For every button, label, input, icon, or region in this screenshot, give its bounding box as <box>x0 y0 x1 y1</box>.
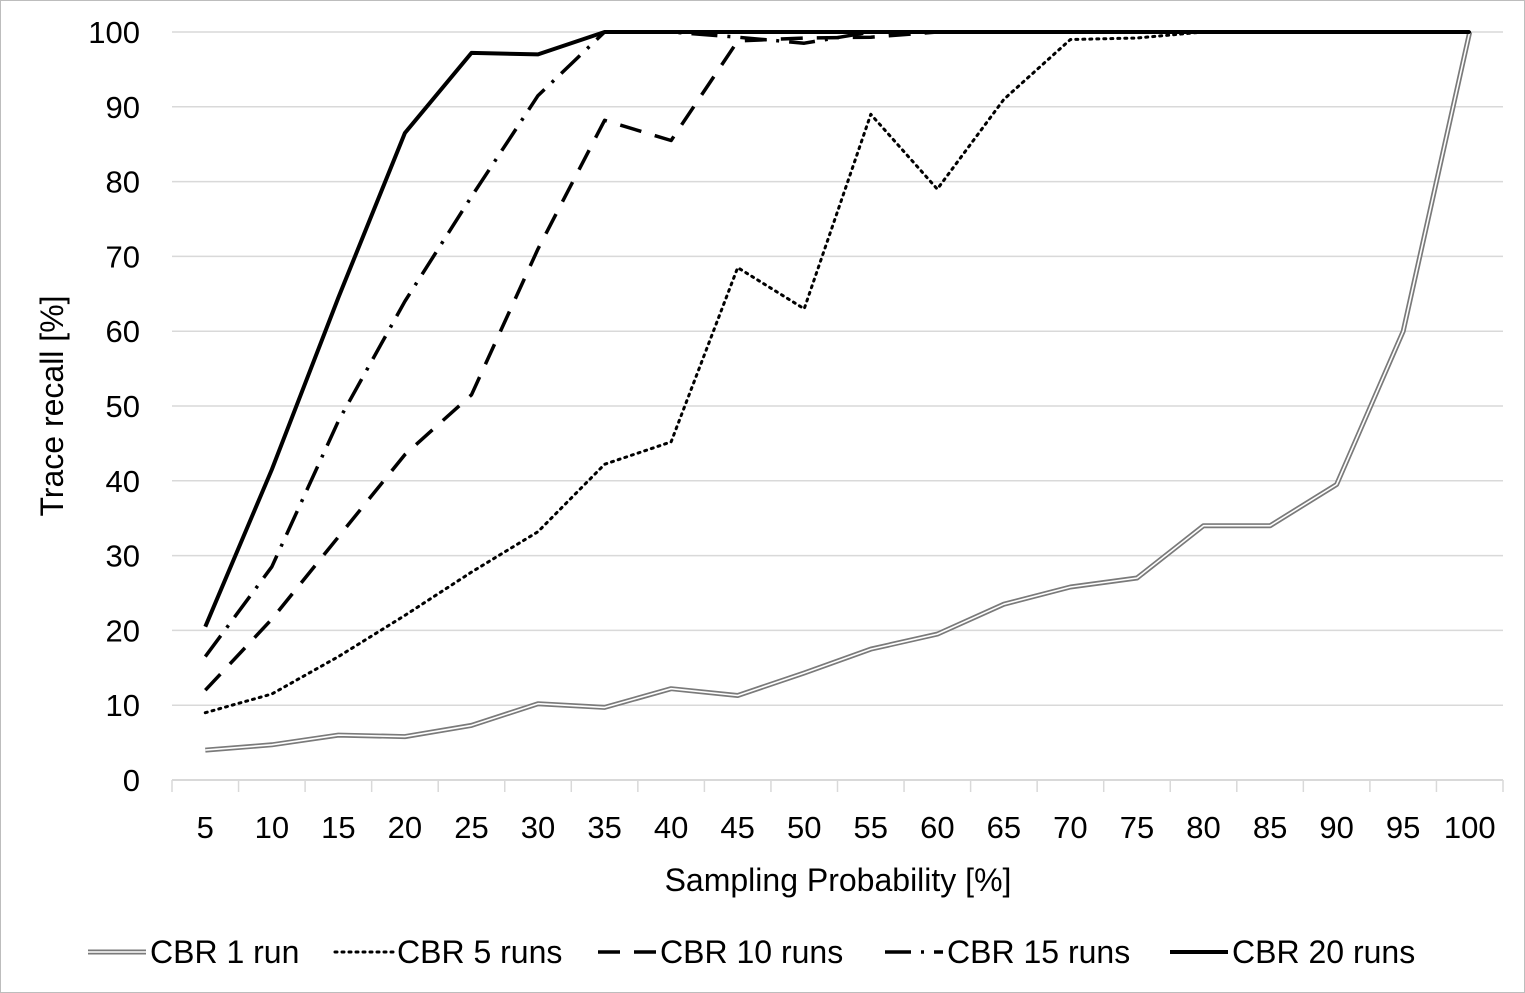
series-cbr-20-runs <box>203 30 1470 628</box>
series-line <box>205 31 1471 751</box>
x-tick-label: 85 <box>1253 810 1287 845</box>
series-line <box>203 30 1470 628</box>
legend: CBR 1 run CBR 5 runs CBR 10 runs CBR 15 run… <box>88 934 1415 970</box>
data-point <box>737 40 738 41</box>
x-tick-label: 40 <box>654 810 688 845</box>
series-cbr-10-runs <box>204 30 1470 692</box>
x-tick-label: 70 <box>1053 810 1087 845</box>
y-tick-label: 40 <box>106 464 140 499</box>
data-point <box>471 196 472 197</box>
legend-label: CBR 5 runs <box>397 934 562 970</box>
legend-label: CBR 10 runs <box>660 934 843 970</box>
y-tick-label: 100 <box>88 15 140 50</box>
x-tick-label: 80 <box>1186 810 1220 845</box>
data-point <box>737 267 738 268</box>
x-tick-label: 65 <box>987 810 1021 845</box>
y-tick-label: 90 <box>106 90 140 125</box>
data-point <box>338 536 339 537</box>
legend-label: CBR 1 run <box>150 934 299 970</box>
series-line <box>205 31 1473 753</box>
y-tick-label: 20 <box>106 613 140 648</box>
x-tick-label: 35 <box>587 810 621 845</box>
y-tick-label: 10 <box>106 688 140 723</box>
x-tick-label: 75 <box>1120 810 1154 845</box>
series-cbr-5-runs <box>203 30 1472 715</box>
x-tick-label: 55 <box>854 810 888 845</box>
series-cbr-1-run <box>205 31 1473 753</box>
x-axis: 5 10 15 20 25 30 35 40 45 50 55 60 65 70 75 80 85 90 95 100 <box>171 779 1504 845</box>
y-tick-label: 50 <box>106 389 140 424</box>
y-tick-label: 70 <box>106 239 140 274</box>
x-tick-label: 50 <box>787 810 821 845</box>
legend-item: CBR 10 runs <box>598 934 843 970</box>
x-tick-label: 30 <box>521 810 555 845</box>
data-point <box>804 37 805 38</box>
x-axis-title: Sampling Probability [%] <box>665 862 1012 898</box>
x-tick-label: 60 <box>920 810 954 845</box>
x-tick-label: 10 <box>255 810 289 845</box>
y-axis: 0 10 20 30 40 50 60 70 80 90 100 <box>88 15 140 798</box>
x-tick-label: 5 <box>197 810 214 845</box>
data-point <box>271 619 272 620</box>
series-line <box>203 30 1472 715</box>
y-tick-label: 60 <box>106 314 140 349</box>
x-tick-label: 100 <box>1444 810 1496 845</box>
legend-label: CBR 15 runs <box>947 934 1130 970</box>
legend-item: CBR 5 runs <box>333 934 562 970</box>
series-line <box>204 30 1470 692</box>
x-tick-label: 25 <box>454 810 488 845</box>
series-cbr-15-runs <box>203 30 1470 658</box>
legend-label: CBR 20 runs <box>1232 934 1415 970</box>
y-tick-label: 30 <box>106 539 140 574</box>
legend-item: CBR 1 run <box>88 934 299 970</box>
x-tick-label: 95 <box>1386 810 1420 845</box>
series-lines <box>203 30 1473 753</box>
gridlines <box>172 31 1503 706</box>
x-tick-label: 90 <box>1319 810 1353 845</box>
data-point <box>737 37 738 38</box>
series-line <box>203 30 1470 658</box>
y-tick-label: 0 <box>123 763 140 798</box>
x-tick-label: 15 <box>321 810 355 845</box>
y-tick-label: 80 <box>106 165 140 200</box>
legend-item: CBR 15 runs <box>885 934 1130 970</box>
x-tick-label: 45 <box>720 810 754 845</box>
data-point <box>338 420 339 421</box>
legend-item: CBR 20 runs <box>1170 934 1415 970</box>
x-tick-label: 20 <box>388 810 422 845</box>
y-axis-title: Trace recall [%] <box>34 295 70 516</box>
